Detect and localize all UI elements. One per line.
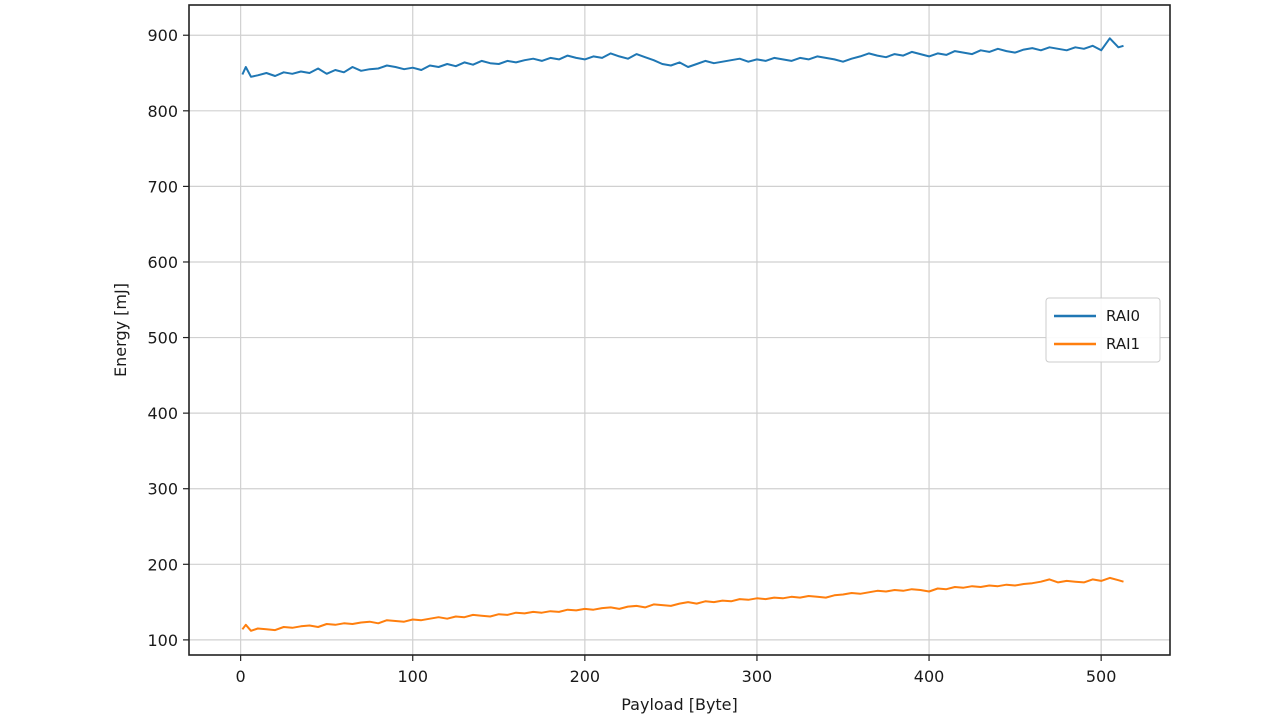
y-tick-labels: 100 200 300 400 500 600 700 800 900 <box>147 26 178 650</box>
y-tick-label: 900 <box>147 26 178 45</box>
y-axis-label: Energy [mJ] <box>111 283 130 377</box>
x-tick-label: 0 <box>236 667 246 686</box>
y-tick-label: 400 <box>147 404 178 423</box>
x-tick-label: 500 <box>1086 667 1117 686</box>
x-tick-label: 300 <box>742 667 773 686</box>
grid <box>189 5 1170 655</box>
y-tick-label: 800 <box>147 102 178 121</box>
legend-label-rai0: RAI0 <box>1106 307 1140 325</box>
legend: RAI0 RAI1 <box>1045 297 1161 363</box>
x-tick-label: 100 <box>397 667 428 686</box>
y-tick-label: 200 <box>147 555 178 574</box>
series-line-rai0 <box>241 37 1124 78</box>
y-tick-label: 600 <box>147 253 178 272</box>
legend-label-rai1: RAI1 <box>1106 335 1140 353</box>
y-tick-label: 300 <box>147 480 178 499</box>
series-line-rai1 <box>241 576 1124 632</box>
series-lines <box>241 37 1124 632</box>
tick-marks <box>183 34 1102 661</box>
y-tick-label: 700 <box>147 177 178 196</box>
legend-box <box>1045 297 1161 363</box>
x-tick-label: 400 <box>914 667 945 686</box>
y-tick-label: 500 <box>147 329 178 348</box>
x-tick-labels: 0 100 200 300 400 500 <box>236 667 1117 686</box>
plot-frame <box>188 4 1171 656</box>
x-tick-label: 200 <box>570 667 601 686</box>
x-axis-label: Payload [Byte] <box>621 695 738 714</box>
y-tick-label: 100 <box>147 631 178 650</box>
